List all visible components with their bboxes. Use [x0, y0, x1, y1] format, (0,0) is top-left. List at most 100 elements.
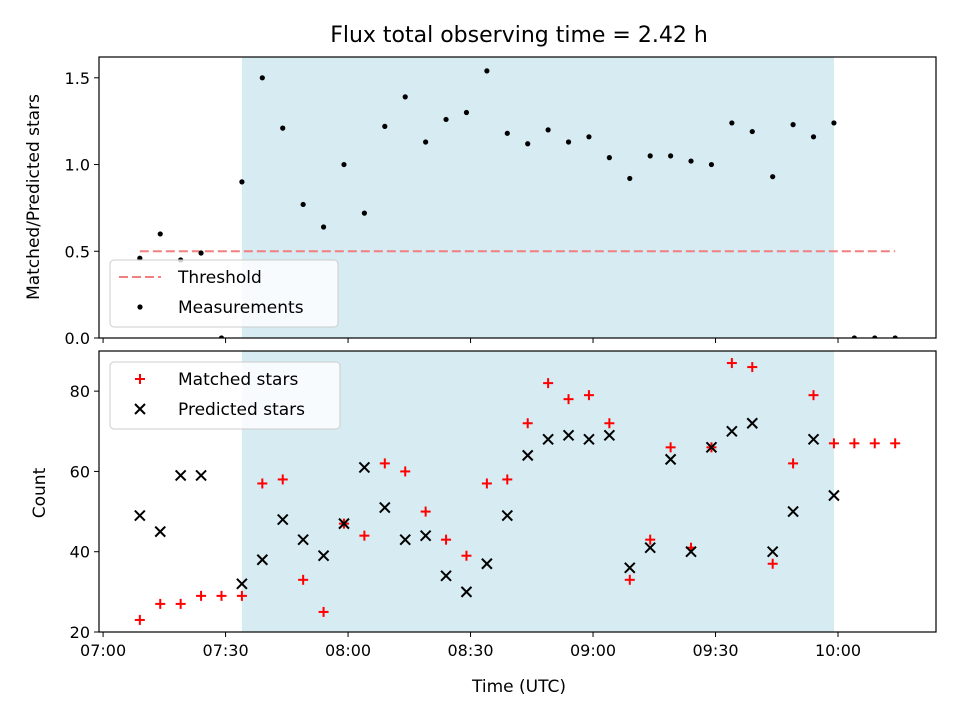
bottom-matched-point	[461, 550, 472, 561]
bottom-matched-point	[583, 390, 594, 401]
bottom-x-tick-label: 10:00	[815, 641, 861, 660]
bottom-predicted-point	[522, 449, 534, 462]
top-axes-frame	[98, 56, 937, 339]
top-measurement-point	[443, 116, 449, 123]
bottom-matched-point	[236, 590, 247, 601]
bottom-predicted-point	[828, 489, 840, 502]
top-measurement-point	[423, 139, 429, 145]
bottom-matched-point	[175, 598, 186, 609]
bottom-predicted-point	[705, 441, 718, 454]
bottom-legend: Matched stars Predicted stars	[109, 361, 341, 430]
bottom-predicted-point	[787, 505, 799, 518]
bottom-legend-label: Predicted stars	[178, 400, 305, 420]
top-y-tick-label: 0.5	[65, 242, 90, 261]
bottom-matched-point	[441, 534, 452, 545]
bottom-y-tick-label: 40	[70, 543, 90, 562]
bottom-x-tick-label: 08:00	[325, 641, 371, 660]
top-measurement-point	[729, 120, 735, 126]
chart-title: Flux total observing time = 2.42 h	[330, 23, 708, 48]
top-measurement-point	[565, 139, 572, 145]
top-measurement-point	[851, 335, 857, 338]
bottom-matched-point	[788, 458, 799, 469]
bottom-legend-handle	[134, 403, 146, 415]
bottom-matched-point	[318, 606, 329, 617]
bottom-predicted-point	[624, 562, 636, 574]
bottom-predicted-point	[726, 425, 738, 437]
bottom-matched-point	[155, 598, 166, 609]
top-measurement-point	[790, 122, 796, 128]
top-measurement-point	[545, 127, 551, 133]
top-measurement-point	[586, 134, 592, 140]
bottom-matched-point	[645, 534, 656, 545]
top-legend-label: Measurements	[178, 298, 304, 318]
top-measurement-point	[157, 231, 163, 237]
bottom-matched-point	[869, 438, 880, 449]
bottom-matched-point	[400, 466, 411, 477]
bottom-predicted-point	[256, 554, 269, 566]
top-y-tick-label: 1.0	[65, 156, 90, 175]
bottom-predicted-point	[399, 533, 411, 546]
bottom-predicted-point	[338, 517, 350, 530]
bottom-predicted-point	[746, 417, 758, 429]
bottom-matched-point	[543, 378, 554, 389]
top-measurement-point	[668, 153, 674, 159]
bottom-legend-handle	[135, 374, 145, 384]
bottom-legend-label: Matched stars	[178, 370, 298, 390]
bottom-x-tick-label: 07:30	[203, 641, 249, 660]
top-legend-handle	[137, 304, 143, 310]
top-measurement-point	[606, 155, 612, 161]
bottom-predicted-point	[766, 546, 779, 558]
bottom-matched-point	[890, 438, 901, 449]
bottom-matched-point	[726, 358, 737, 369]
bottom-predicted-point	[277, 513, 289, 526]
bottom-matched-point	[767, 558, 778, 569]
bottom-matched-point	[604, 418, 615, 429]
bottom-predicted-point	[419, 529, 432, 542]
bottom-x-tick-label: 08:30	[447, 641, 493, 660]
top-measurement-point	[259, 75, 265, 81]
top-measurement-point	[525, 141, 531, 147]
bottom-observing-window	[241, 351, 834, 632]
bottom-y-tick-label: 60	[70, 462, 90, 481]
top-measurement-point	[688, 158, 694, 164]
bottom-predicted-point	[644, 541, 656, 554]
top-measurement-point	[810, 134, 817, 140]
bottom-y-tick-label: 80	[70, 382, 90, 401]
bottom-predicted-point	[317, 550, 330, 562]
x-axis-label: Time (UTC)	[471, 677, 566, 697]
top-measurement-point	[300, 201, 306, 208]
top-measurement-point	[504, 130, 510, 136]
bottom-matched-point	[747, 362, 758, 373]
bottom-predicted-point	[562, 429, 575, 442]
bottom-predicted-point	[379, 501, 391, 514]
top-panel: 0.0 0.5 1.0 1.5 Threshold Measurements	[65, 56, 937, 348]
bottom-matched-point	[277, 474, 288, 485]
bottom-predicted-point	[685, 546, 697, 558]
top-measurement-point	[382, 123, 388, 129]
top-measurement-point	[280, 125, 286, 131]
top-measurement-point	[484, 68, 490, 74]
bottom-predicted-point	[297, 533, 309, 546]
bottom-matched-point	[481, 478, 492, 489]
bottom-predicted-point	[460, 586, 473, 598]
top-plot-area	[137, 57, 898, 338]
bottom-matched-point	[563, 394, 574, 405]
bottom-matched-point	[298, 574, 309, 585]
top-measurement-point	[218, 335, 225, 338]
bottom-predicted-point	[501, 509, 513, 522]
bottom-predicted-point	[542, 433, 554, 446]
top-measurement-point	[463, 109, 470, 116]
bottom-matched-point	[359, 530, 370, 541]
bottom-matched-point	[379, 458, 390, 469]
top-y-axis-label: Matched/Predicted stars	[24, 94, 44, 300]
top-legend-label: Threshold	[177, 268, 262, 288]
bottom-matched-point	[502, 474, 513, 485]
bottom-predicted-point	[154, 525, 166, 538]
top-legend-box	[109, 259, 339, 328]
top-measurement-point	[872, 335, 878, 338]
bottom-matched-point	[196, 590, 207, 601]
bottom-matched-point	[134, 614, 145, 625]
bottom-x-tick-label: 07:00	[80, 641, 126, 660]
top-measurement-point	[239, 179, 245, 185]
bottom-matched-point	[665, 442, 676, 453]
